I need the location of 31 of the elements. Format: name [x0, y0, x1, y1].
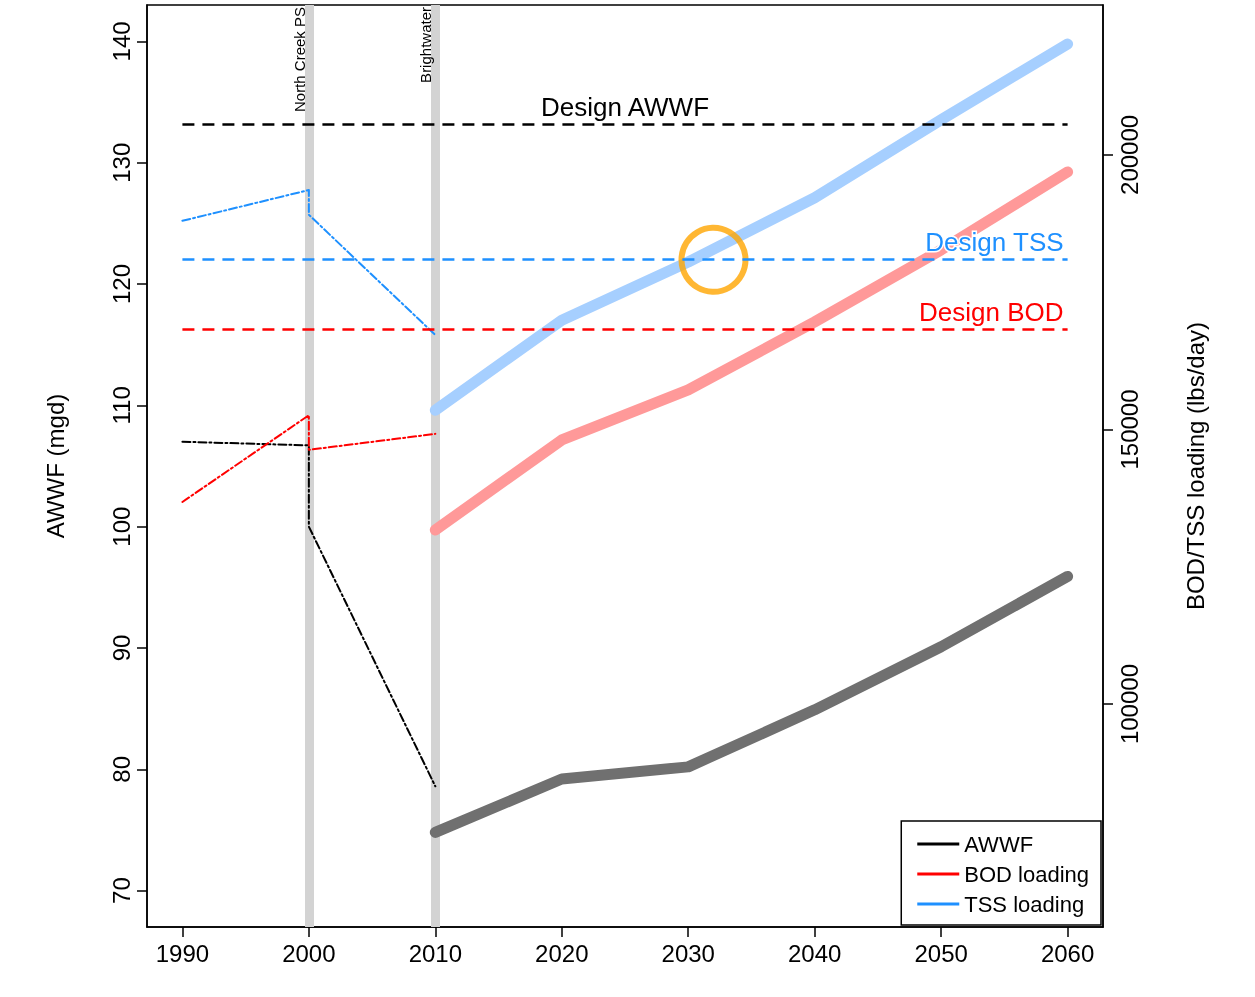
- y-tick-label: 120: [107, 264, 135, 305]
- y2-axis-title: BOD/TSS loading (lbs/day): [1181, 321, 1209, 611]
- y-tick-label: 140: [107, 21, 135, 62]
- ref-line-label: Design AWWF: [540, 91, 710, 122]
- x-tick-label: 1990: [155, 939, 210, 967]
- line-series: [181, 440, 437, 788]
- legend-label: TSS loading: [964, 891, 1085, 917]
- y-tick-label: 110: [107, 386, 135, 425]
- ref-line-label: North Creek PS: [290, 7, 308, 113]
- ref-line-label: Brightwater: [417, 7, 435, 83]
- legend-label: AWWF: [964, 831, 1034, 857]
- ref-line-label: Design BOD: [919, 296, 1064, 327]
- y-tick-label: 130: [107, 142, 135, 183]
- x-tick-label: 2020: [535, 939, 589, 967]
- y-tick-label: 90: [107, 634, 135, 662]
- x-tick-label: 2060: [1040, 939, 1095, 967]
- x-tick-label: 2050: [914, 939, 968, 967]
- x-tick-label: 2040: [787, 939, 842, 967]
- x-tick-label: 2010: [408, 939, 463, 967]
- ref-line-label: Design TSS: [925, 227, 1064, 258]
- y2-tick-label: 150000: [1115, 389, 1143, 470]
- y-tick-label: 70: [107, 877, 135, 904]
- y2-tick-label: 100000: [1115, 664, 1143, 745]
- x-tick-label: 2000: [282, 939, 336, 967]
- legend-label: BOD loading: [964, 861, 1090, 887]
- y-tick-label: 100: [107, 506, 135, 547]
- x-tick-label: 2030: [661, 939, 715, 967]
- y-tick-label: 80: [107, 755, 135, 783]
- y2-tick-label: 200000: [1115, 114, 1143, 195]
- y-axis-title: AWWF (mgd): [41, 393, 69, 539]
- line-series: [181, 414, 437, 503]
